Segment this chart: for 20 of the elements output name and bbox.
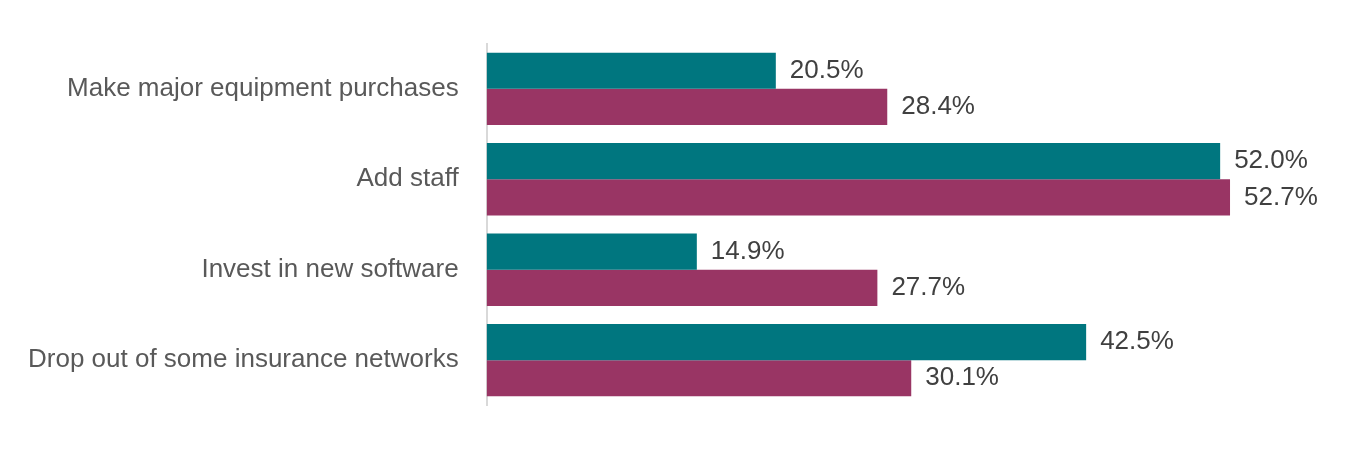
bar [486, 324, 1087, 361]
data-label: 20.5% [789, 53, 864, 84]
data-label: 14.9% [710, 234, 785, 265]
y-tick-label: Make major equipment purchases [67, 72, 459, 102]
y-tick-label: Invest in new software [201, 252, 459, 283]
data-label: 52.7% [1244, 180, 1318, 211]
data-label: 52.0% [1234, 144, 1308, 175]
data-label: 28.4% [901, 90, 975, 121]
y-tick-label: Add staff [356, 162, 460, 193]
data-label: 42.5% [1100, 325, 1174, 356]
data-label: 27.7% [891, 270, 966, 301]
data-label: 30.1% [925, 361, 999, 392]
bar [486, 52, 776, 89]
bar [486, 360, 912, 397]
bar [486, 143, 1221, 180]
bar [486, 269, 878, 306]
bar [486, 88, 888, 126]
bar [486, 233, 697, 270]
y-tick-label: Drop out of some insurance networks [27, 343, 459, 374]
bar [486, 179, 1231, 216]
